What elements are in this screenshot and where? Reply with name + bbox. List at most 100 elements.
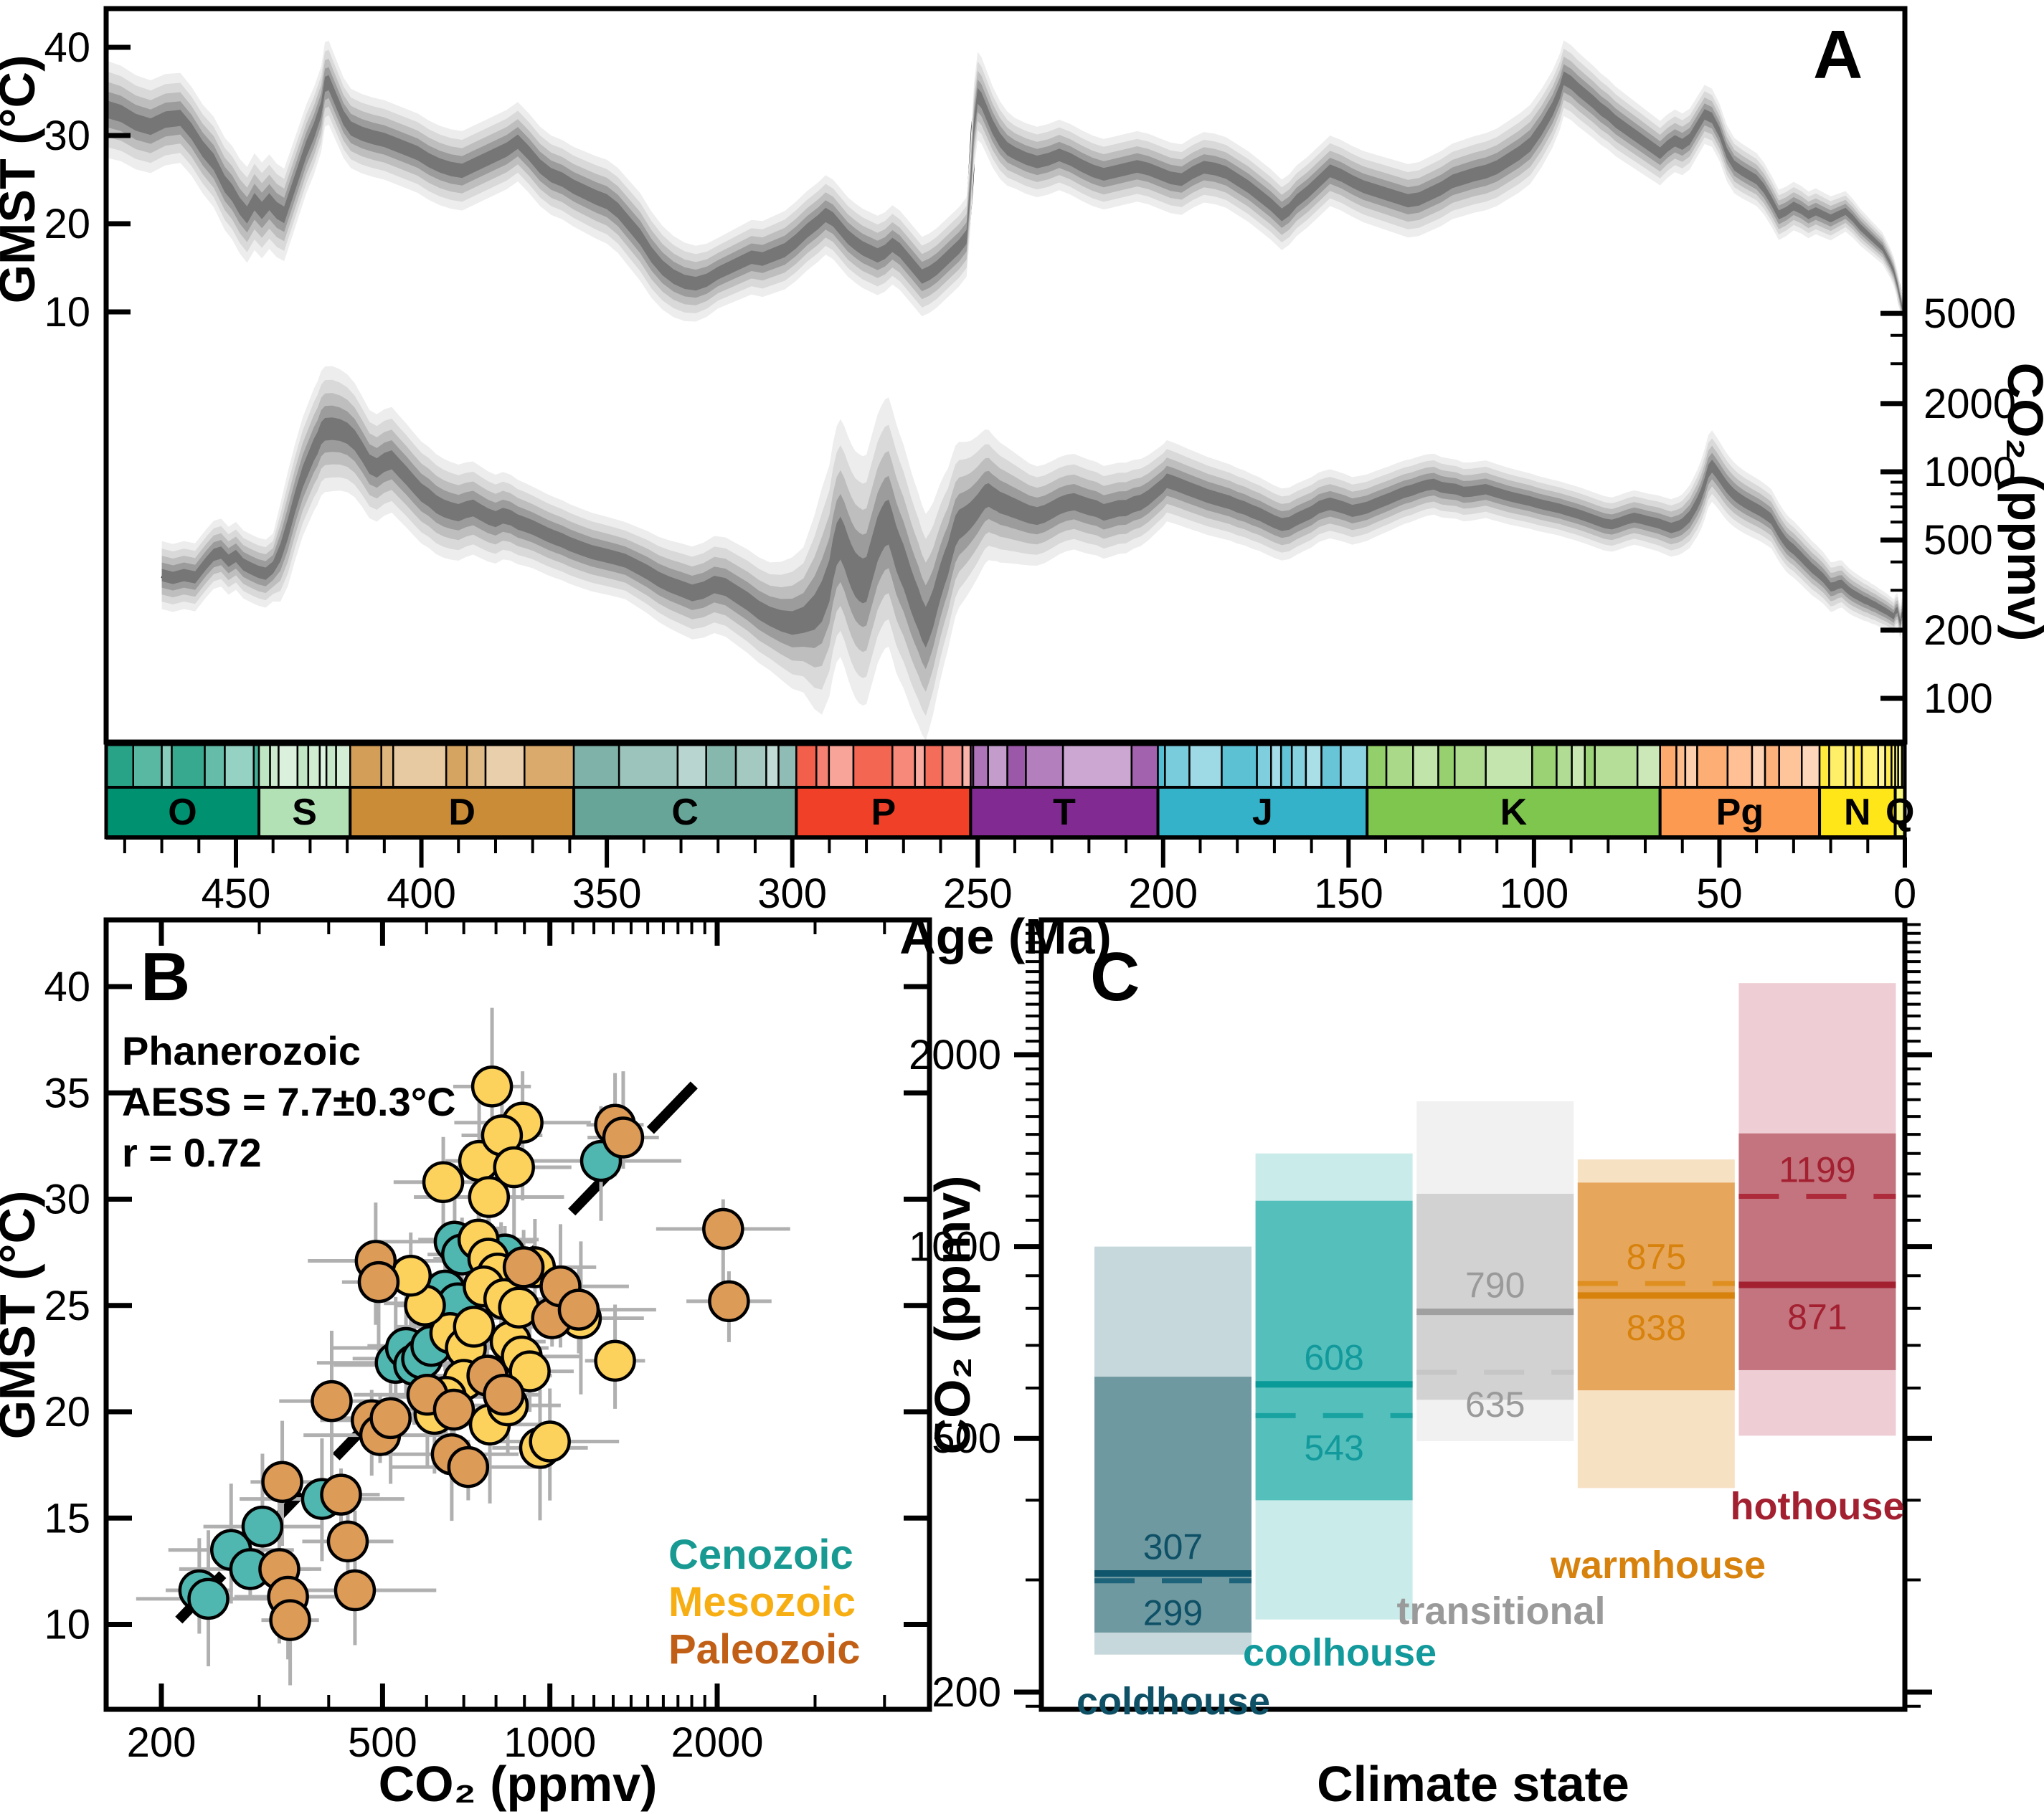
svg-text:1000: 1000 [1924,449,2016,495]
svg-text:2000: 2000 [909,1032,1001,1078]
stage-cell [1675,743,1687,789]
band-hothouse: 1199 871 [1738,983,1896,1436]
svg-text:875: 875 [1627,1237,1686,1277]
stage-cell [777,743,798,789]
inner-range [1255,1200,1413,1501]
svg-text:307: 307 [1143,1527,1203,1567]
svg-text:Q: Q [1886,792,1914,833]
svg-text:0: 0 [1893,870,1916,917]
svg-text:40: 40 [44,24,90,71]
svg-text:T: T [1053,792,1076,833]
svg-text:543: 543 [1304,1428,1363,1468]
stage-cell [224,743,255,789]
stage-cell [972,743,989,789]
svg-text:GMST (°C): GMST (°C) [0,55,45,304]
stage-cell [1340,743,1368,789]
stage-cell [445,743,468,789]
stage-cell [161,743,173,789]
stage-cell [1853,743,1863,789]
stage-cell [1305,743,1323,789]
panel-a-axes: 40 30 20 10 5000 2000 1000 500 200 100 GMST (°C) CO… [0,6,2044,745]
svg-text:871: 871 [1787,1297,1847,1337]
stage-cell [1320,743,1342,789]
svg-text:CO₂ (ppmv): CO₂ (ppmv) [924,1176,980,1455]
data-point [320,1473,362,1516]
svg-text:J: J [1252,792,1273,833]
stage-cell [484,743,526,789]
stage-cell [1584,743,1596,789]
stage-cell [349,743,382,789]
stage-cell [734,743,767,789]
svg-text:200: 200 [932,1669,1001,1716]
stage-cell [815,743,831,789]
stage-cell [1884,743,1893,789]
svg-text:K: K [1500,792,1528,833]
svg-text:50: 50 [1696,870,1743,917]
stage-cell [296,743,310,789]
annotation-era: Phanerozoic [122,1028,361,1073]
gmst-fan [106,40,1905,330]
inner-range [1738,1133,1896,1370]
data-point [594,1339,636,1382]
svg-text:D: D [448,792,475,833]
svg-text:1000: 1000 [909,1224,1001,1271]
svg-text:400: 400 [387,870,456,917]
stage-cell [1751,743,1766,789]
svg-text:P: P [871,792,896,833]
inner-range [1416,1194,1574,1400]
inner-range [1577,1182,1735,1391]
svg-text:300: 300 [757,870,827,917]
state-label-warmhouse: warmhouse [1550,1544,1766,1587]
svg-text:100: 100 [1499,870,1569,917]
svg-text:200: 200 [1128,870,1198,917]
data-point [708,1280,750,1323]
uncertainty-band [161,393,1905,692]
svg-text:1000: 1000 [503,1719,596,1766]
stage-cell [204,743,226,789]
data-point [470,1065,514,1108]
stage-cell [1412,743,1439,789]
period-cell-D [349,786,576,839]
stage-cell [1726,743,1754,789]
svg-text:500: 500 [932,1415,1001,1462]
stage-cell [1556,743,1573,789]
stage-cell [307,743,321,789]
stage-cell [524,743,575,789]
stage-cell [325,743,337,789]
geologic-timescale: O S D C P T J K Pg N Q [104,742,1915,840]
stage-cell [105,743,134,789]
data-point [502,1246,545,1288]
annotation-aess: AESS = 7.7±0.3°C [122,1079,456,1124]
svg-text:S: S [292,792,317,833]
state-label-hothouse: hothouse [1730,1485,1905,1528]
svg-text:2000: 2000 [671,1719,763,1766]
svg-text:10: 10 [44,1602,90,1648]
stage-cell [1696,743,1729,789]
svg-text:40: 40 [44,964,90,1010]
panel-b-letter: B [141,939,191,1015]
stage-cell [705,743,737,789]
svg-text:350: 350 [572,870,642,917]
data-point [508,1350,551,1392]
svg-text:790: 790 [1465,1265,1525,1306]
band-transitional: 790 635 [1416,1101,1574,1442]
stage-cell [132,743,163,789]
state-label-coolhouse: coolhouse [1242,1631,1437,1674]
stage-cell [941,743,964,789]
stage-cell [1571,743,1586,789]
svg-text:1199: 1199 [1779,1150,1856,1190]
stage-cell [1221,743,1258,789]
svg-text:25: 25 [44,1283,90,1329]
svg-text:2000: 2000 [1924,381,2016,427]
annotation-r: r = 0.72 [122,1130,262,1175]
svg-text:15: 15 [44,1495,90,1542]
data-point [269,1599,311,1641]
stage-cell [1164,743,1191,789]
stage-cell [1684,743,1698,789]
uncertainty-band [161,379,1905,716]
svg-text:CO₂ (ppmv): CO₂ (ppmv) [379,1756,658,1812]
stage-cell [1366,743,1388,789]
period-cell-S [257,786,352,839]
stage-cell [257,743,271,789]
